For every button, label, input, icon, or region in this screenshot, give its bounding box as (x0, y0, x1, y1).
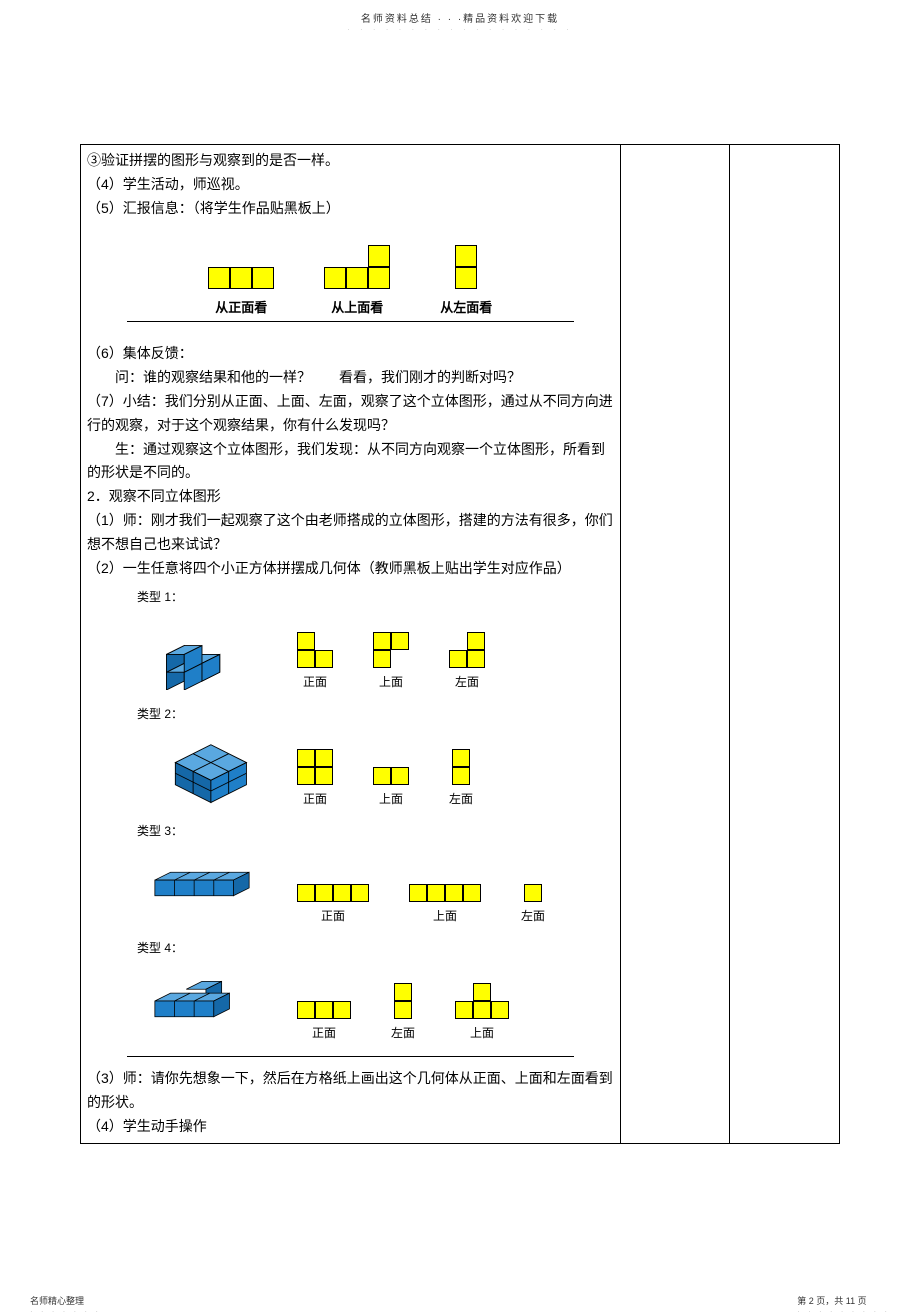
page-header: 名师资料总结 · · ·精品资料欢迎下载 · · · · · · · · · ·… (0, 0, 920, 44)
text-line: （2）一生任意将四个小正方体拼摆成几何体（教师黑板上贴出学生对应作品） (87, 557, 614, 581)
header-title: 名师资料总结 · · ·精品资料欢迎下载 (0, 10, 920, 25)
label-left: 左面 (455, 673, 479, 690)
label-front: 正面 (321, 907, 345, 924)
footer-left: 名师精心整理 (30, 1294, 101, 1307)
label-top: 上面 (379, 673, 403, 690)
text-line: （3）师：请你先想象一下，然后在方格纸上画出这个几何体从正面、上面和左面看到的形… (87, 1067, 614, 1115)
label-top: 上面 (433, 907, 457, 924)
header-dots: · · · · · · · · · · · · · · · · · · (0, 25, 920, 34)
text-line: 生：通过观察这个立体图形，我们发现：从不同方向观察一个立体图形，所看到的形状是不… (87, 438, 614, 486)
cube-iso-3 (147, 844, 257, 924)
text-line: ③验证拼摆的图形与观察到的是否一样。 (87, 149, 614, 173)
type-label: 类型 4： (137, 939, 614, 956)
main-content-cell: ③验证拼摆的图形与观察到的是否一样。 （4）学生活动，师巡视。 （5）汇报信息：… (81, 145, 621, 1144)
footer-right: 第 2 页，共 11 页 (797, 1294, 890, 1307)
label-top: 上面 (470, 1024, 494, 1041)
cube-iso-4 (147, 961, 257, 1041)
view-label-top: 从上面看 (331, 297, 383, 316)
text-line: （4）学生活动，师巡视。 (87, 173, 614, 197)
label-left: 左面 (449, 790, 473, 807)
type-label: 类型 3： (137, 822, 614, 839)
view-label-left: 从左面看 (440, 297, 492, 316)
text-line: （5）汇报信息：（将学生作品贴黑板上） (87, 197, 614, 221)
type-row-1: 正面 上面 左面 (147, 610, 614, 690)
cube-iso-2 (147, 727, 257, 807)
type-row-2: 正面 上面 左面 (147, 727, 614, 807)
views-diagram-1: 从正面看 从上面看 从左面看 (87, 220, 614, 342)
text-line: 2．观察不同立体图形 (87, 485, 614, 509)
label-front: 正面 (303, 790, 327, 807)
text-line: （1）师：刚才我们一起观察了这个由老师搭成的立体图形，搭建的方法有很多，你们想不… (87, 509, 614, 557)
label-top: 上面 (379, 790, 403, 807)
text-line: （7）小结：我们分别从正面、上面、左面，观察了这个立体图形，通过从不同方向进行的… (87, 390, 614, 438)
text-line: （4）学生动手操作 (87, 1115, 614, 1139)
label-left: 左面 (521, 907, 545, 924)
text-line: （6）集体反馈： (87, 342, 614, 366)
label-front: 正面 (303, 673, 327, 690)
empty-cell-right (730, 145, 840, 1144)
view-label-front: 从正面看 (215, 297, 267, 316)
footer-dots-right: · · · · · · · · · (797, 1307, 890, 1316)
footer-dots-left: · · · · · · · (30, 1307, 101, 1316)
lesson-table: ③验证拼摆的图形与观察到的是否一样。 （4）学生活动，师巡视。 （5）汇报信息：… (80, 144, 840, 1144)
empty-cell-mid (620, 145, 730, 1144)
text-line: 问：谁的观察结果和他的一样？ 看看，我们刚才的判断对吗？ (87, 366, 614, 390)
type-row-4: 正面 左面 上面 (147, 961, 614, 1041)
type-row-3: 正面 上面 左面 (147, 844, 614, 924)
type-label: 类型 2： (137, 705, 614, 722)
label-left: 左面 (391, 1024, 415, 1041)
cube-iso-1 (147, 610, 257, 690)
type-label: 类型 1： (137, 588, 614, 605)
page-footer: 名师精心整理 · · · · · · · 第 2 页，共 11 页 · · · … (0, 1294, 920, 1316)
label-front: 正面 (312, 1024, 336, 1041)
